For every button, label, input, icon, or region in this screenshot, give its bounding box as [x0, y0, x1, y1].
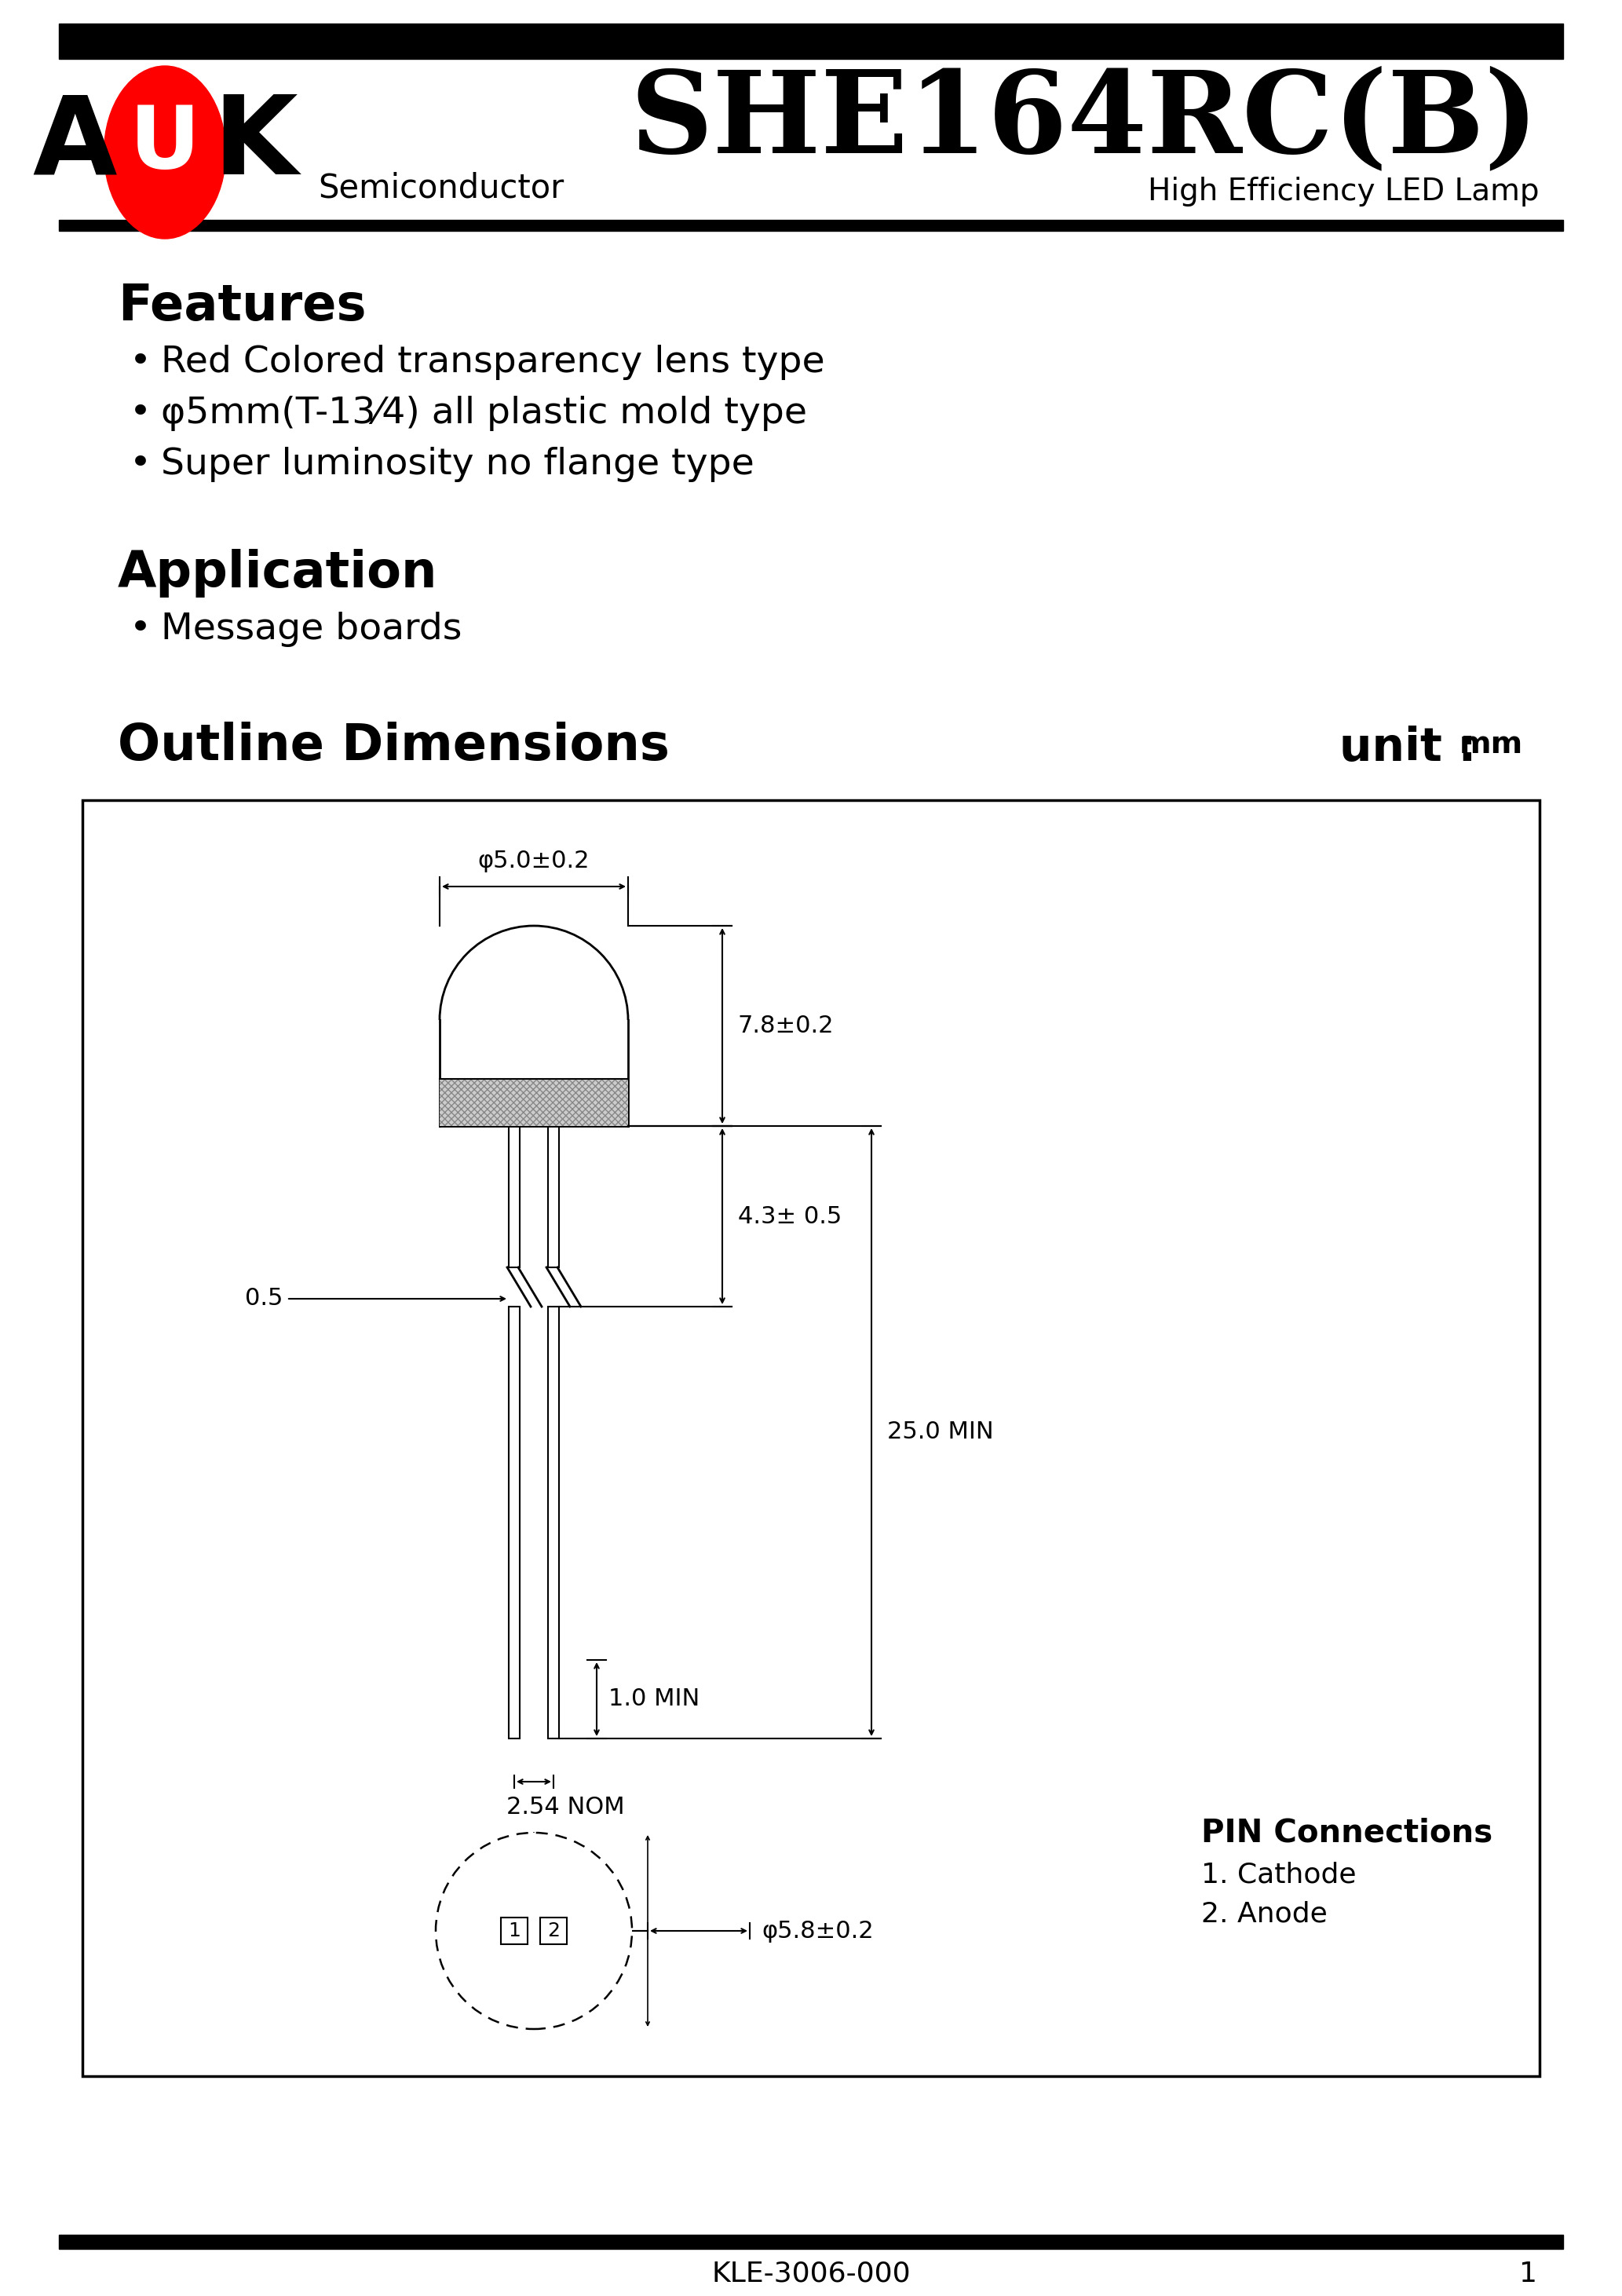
Text: 7.8±0.2: 7.8±0.2 [738, 1015, 834, 1038]
Text: unit :: unit : [1340, 726, 1476, 769]
Ellipse shape [104, 67, 225, 239]
Text: 2.54 NOM: 2.54 NOM [506, 1795, 624, 1818]
Bar [58, 220, 1564, 232]
Bar [83, 799, 1539, 2076]
Text: •: • [130, 611, 151, 647]
Bar [501, 1917, 527, 1945]
Text: 0.5: 0.5 [245, 1288, 282, 1311]
Text: 1: 1 [508, 1922, 521, 1940]
Text: 2. Anode: 2. Anode [1202, 1901, 1327, 1926]
Text: SHE164RC(B): SHE164RC(B) [629, 67, 1539, 177]
Bar [509, 1306, 519, 1738]
Text: 1: 1 [1520, 2262, 1538, 2287]
Text: φ5mm(T-13⁄4) all plastic mold type: φ5mm(T-13⁄4) all plastic mold type [161, 395, 808, 432]
Text: Red Colored transparency lens type: Red Colored transparency lens type [161, 344, 826, 381]
Text: PIN Connections: PIN Connections [1202, 1816, 1492, 1848]
Bar [548, 1306, 560, 1738]
Text: U: U [130, 103, 201, 186]
Text: Message boards: Message boards [161, 611, 462, 647]
Text: 4.3± 0.5: 4.3± 0.5 [738, 1205, 842, 1228]
Text: 1.0 MIN: 1.0 MIN [608, 1688, 699, 1711]
Bar [58, 2234, 1564, 2248]
Text: •: • [130, 395, 151, 432]
Text: Features: Features [118, 282, 367, 331]
Text: 2: 2 [547, 1922, 560, 1940]
Text: 1. Cathode: 1. Cathode [1202, 1862, 1356, 1887]
Text: Semiconductor: Semiconductor [318, 172, 564, 204]
Text: Application: Application [118, 549, 438, 597]
Text: •: • [130, 344, 151, 381]
Text: High Efficiency LED Lamp: High Efficiency LED Lamp [1147, 177, 1539, 207]
Bar [509, 1125, 519, 1267]
Text: A: A [32, 92, 117, 197]
Text: φ5.0±0.2: φ5.0±0.2 [478, 850, 590, 872]
Text: φ5.8±0.2: φ5.8±0.2 [762, 1919, 874, 1942]
Text: Super luminosity no flange type: Super luminosity no flange type [161, 448, 754, 482]
Bar [440, 1079, 628, 1125]
Text: mm: mm [1460, 730, 1523, 760]
Text: •: • [130, 448, 151, 482]
Circle shape [436, 1832, 633, 2030]
Bar [540, 1917, 566, 1945]
Text: K: K [212, 92, 297, 197]
Text: Outline Dimensions: Outline Dimensions [118, 721, 670, 769]
Bar [548, 1125, 560, 1267]
Text: KLE-3006-000: KLE-3006-000 [712, 2262, 910, 2287]
Text: 25.0 MIN: 25.0 MIN [887, 1421, 994, 1444]
Bar [58, 23, 1564, 60]
